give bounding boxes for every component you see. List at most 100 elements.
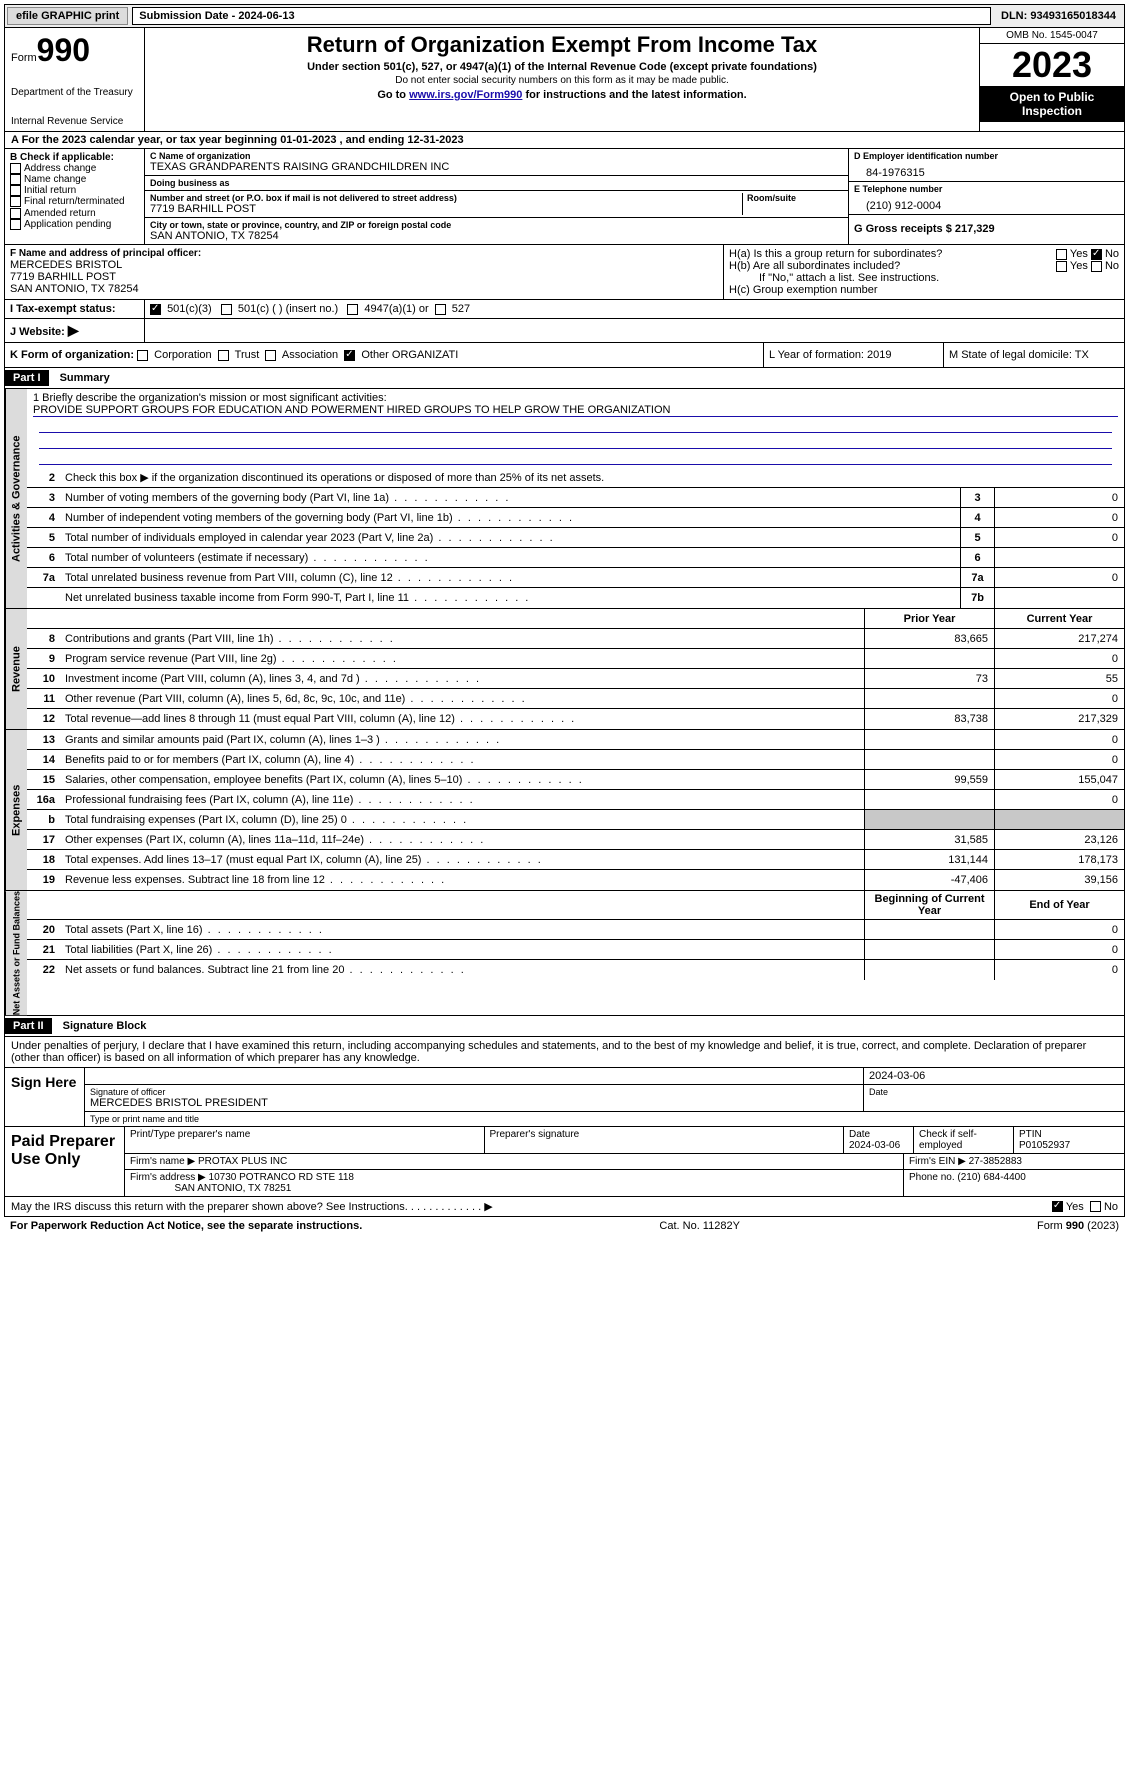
paid-preparer-label: Paid Preparer Use Only <box>5 1127 125 1196</box>
row-k: K Form of organization: Corporation Trus… <box>5 343 764 367</box>
checkbox-discuss-yes[interactable] <box>1052 1201 1063 1212</box>
penalty-statement: Under penalties of perjury, I declare th… <box>4 1037 1125 1068</box>
rev-line-8: 8Contributions and grants (Part VIII, li… <box>27 629 1124 649</box>
net-line-21: 21Total liabilities (Part X, line 26)0 <box>27 940 1124 960</box>
checkbox-501c[interactable] <box>221 304 232 315</box>
form-subtitle: Under section 501(c), 527, or 4947(a)(1)… <box>151 61 973 73</box>
hb-no: No <box>1105 260 1119 272</box>
checkbox-final-return[interactable] <box>10 196 21 207</box>
omb-number: OMB No. 1545-0047 <box>980 28 1124 44</box>
row-j-label: J Website: ▶ <box>5 319 145 342</box>
efile-print-button[interactable]: efile GRAPHIC print <box>7 7 128 25</box>
officer-name-title: MERCEDES BRISTOL PRESIDENT <box>90 1097 858 1109</box>
checkbox-corp[interactable] <box>137 350 148 361</box>
opt-corp: Corporation <box>154 349 211 361</box>
date-label: Date <box>864 1085 1124 1111</box>
checkbox-hb-no[interactable] <box>1091 261 1102 272</box>
opt-assoc: Association <box>282 349 338 361</box>
rev-line-11: 11Other revenue (Part VIII, column (A), … <box>27 689 1124 709</box>
checkbox-501c3[interactable] <box>150 304 161 315</box>
ptin-value: P01052937 <box>1019 1140 1070 1151</box>
checkbox-address-change[interactable] <box>10 163 21 174</box>
box-b: B Check if applicable: Address change Na… <box>5 149 145 244</box>
sign-here-label: Sign Here <box>5 1068 85 1126</box>
gov-line-6: 6Total number of volunteers (estimate if… <box>27 548 1124 568</box>
type-name-label: Type or print name and title <box>85 1112 1124 1126</box>
checkbox-ha-no[interactable] <box>1091 249 1102 260</box>
part2-header: Part II <box>5 1018 52 1034</box>
officer-addr1: 7719 BARHILL POST <box>10 271 718 283</box>
sidelabel-revenue: Revenue <box>5 609 27 729</box>
checkbox-discuss-no[interactable] <box>1090 1201 1101 1212</box>
website-value <box>145 319 1124 342</box>
org-name-label: C Name of organization <box>150 151 843 161</box>
checkbox-ha-yes[interactable] <box>1056 249 1067 260</box>
discuss-no: No <box>1104 1201 1118 1213</box>
checkbox-trust[interactable] <box>218 350 229 361</box>
form-number: 990 <box>37 32 90 68</box>
exp-line-b: bTotal fundraising expenses (Part IX, co… <box>27 810 1124 830</box>
h-c-label: H(c) Group exemption number <box>729 284 1119 296</box>
h-b-label: H(b) Are all subordinates included? <box>729 260 900 272</box>
form-header: Form990 Department of the Treasury Inter… <box>4 28 1125 132</box>
firm-phone-label: Phone no. <box>909 1172 955 1183</box>
mission-text: PROVIDE SUPPORT GROUPS FOR EDUCATION AND… <box>33 404 1118 417</box>
gov-line-5: 5Total number of individuals employed in… <box>27 528 1124 548</box>
firm-addr-label: Firm's address ▶ <box>130 1172 206 1183</box>
checkbox-other[interactable] <box>344 350 355 361</box>
open-to-public: Open to Public Inspection <box>980 86 1124 122</box>
net-line-20: 20Total assets (Part X, line 16)0 <box>27 920 1124 940</box>
checkbox-application-pending[interactable] <box>10 219 21 230</box>
phone-value: (210) 912-0004 <box>854 194 1119 212</box>
header-prior-year: Prior Year <box>864 609 994 628</box>
prep-sig-label: Preparer's signature <box>485 1127 845 1153</box>
prep-name-label: Print/Type preparer's name <box>125 1127 485 1153</box>
prep-date: 2024-03-06 <box>849 1140 900 1151</box>
goto-prefix: Go to <box>377 89 409 101</box>
firm-phone: (210) 684-4400 <box>957 1172 1025 1183</box>
row-m: M State of legal domicile: TX <box>944 343 1124 367</box>
phone-label: E Telephone number <box>854 184 1119 194</box>
footer-mid: Cat. No. 11282Y <box>659 1220 740 1232</box>
checkbox-527[interactable] <box>435 304 446 315</box>
irs-label: Internal Revenue Service <box>11 116 138 127</box>
checkbox-amended[interactable] <box>10 208 21 219</box>
checkbox-assoc[interactable] <box>265 350 276 361</box>
city-value: SAN ANTONIO, TX 78254 <box>150 230 843 242</box>
box-h: H(a) Is this a group return for subordin… <box>724 245 1124 299</box>
officer-label: F Name and address of principal officer: <box>10 248 718 259</box>
row-i-options: 501(c)(3) 501(c) ( ) (insert no.) 4947(a… <box>145 300 1124 318</box>
row-a-tax-year: A For the 2023 calendar year, or tax yea… <box>4 132 1125 149</box>
row-i-label: I Tax-exempt status: <box>5 300 145 318</box>
exp-line-17: 17Other expenses (Part IX, column (A), l… <box>27 830 1124 850</box>
header-end-year: End of Year <box>994 891 1124 919</box>
opt-501c: 501(c) ( ) (insert no.) <box>238 303 338 315</box>
discuss-yes: Yes <box>1066 1201 1084 1213</box>
department-label: Department of the Treasury <box>11 87 138 98</box>
irs-gov-link[interactable]: www.irs.gov/Form990 <box>409 89 522 101</box>
opt-501c3: 501(c)(3) <box>167 303 212 315</box>
row-l: L Year of formation: 2019 <box>764 343 944 367</box>
street-label: Number and street (or P.O. box if mail i… <box>150 193 738 203</box>
sidelabel-governance: Activities & Governance <box>5 389 27 608</box>
checkbox-hb-yes[interactable] <box>1056 261 1067 272</box>
firm-addr2: SAN ANTONIO, TX 78251 <box>174 1183 291 1194</box>
row-k-label: K Form of organization: <box>10 349 134 361</box>
checkbox-initial-return[interactable] <box>10 185 21 196</box>
label-initial-return: Initial return <box>24 185 76 196</box>
ha-yes: Yes <box>1070 248 1088 260</box>
form-word: Form <box>11 52 37 64</box>
form-title: Return of Organization Exempt From Incom… <box>151 32 973 58</box>
opt-other: Other ORGANIZATI <box>361 349 458 361</box>
ein-label: D Employer identification number <box>854 151 1119 161</box>
checkbox-4947[interactable] <box>347 304 358 315</box>
rev-line-10: 10Investment income (Part VIII, column (… <box>27 669 1124 689</box>
label-address-change: Address change <box>24 163 96 174</box>
opt-4947: 4947(a)(1) or <box>364 303 428 315</box>
ein-value: 84-1976315 <box>854 161 1119 179</box>
exp-line-16a: 16aProfessional fundraising fees (Part I… <box>27 790 1124 810</box>
self-employed: Check if self-employed <box>919 1129 977 1151</box>
header-begin-year: Beginning of Current Year <box>864 891 994 919</box>
rev-line-9: 9Program service revenue (Part VIII, lin… <box>27 649 1124 669</box>
checkbox-name-change[interactable] <box>10 174 21 185</box>
